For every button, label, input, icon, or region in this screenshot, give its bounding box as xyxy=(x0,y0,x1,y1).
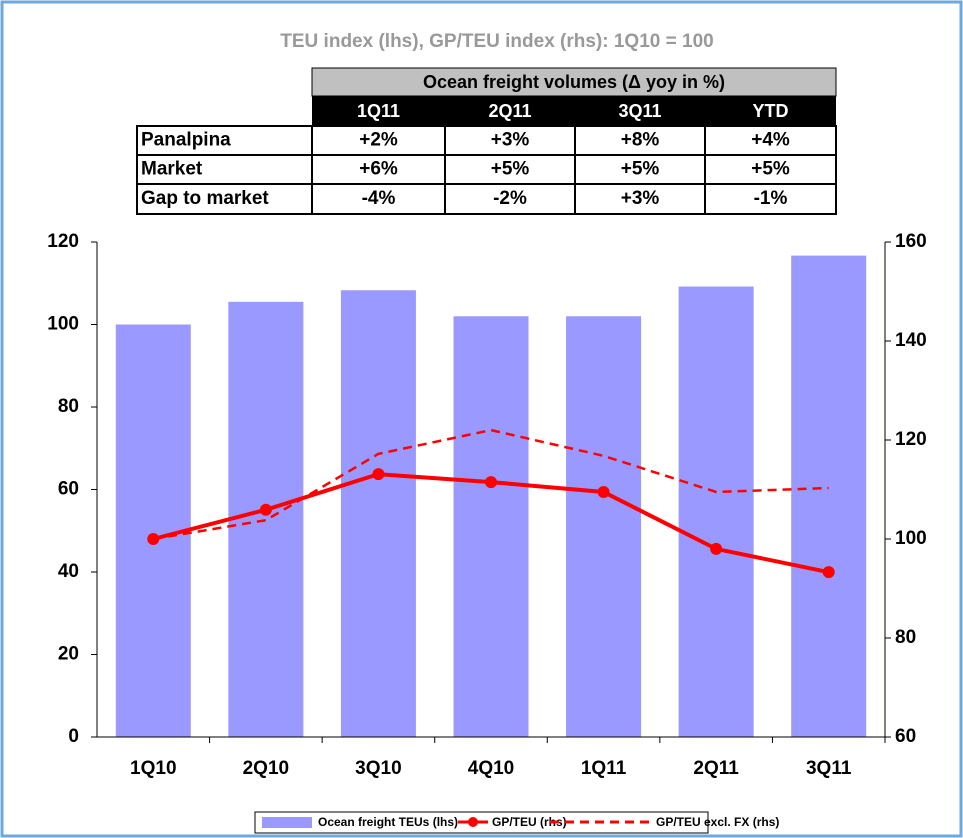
table-cell: +2% xyxy=(359,130,398,151)
y2-tick-label: 160 xyxy=(895,231,927,252)
table-col-header: 3Q11 xyxy=(618,101,661,121)
bar xyxy=(678,286,754,737)
table-row-label: Market xyxy=(141,159,203,180)
x-tick-label: 2Q10 xyxy=(243,758,289,779)
table-col-header: 1Q11 xyxy=(357,101,400,121)
marker xyxy=(710,542,723,555)
y2-tick-label: 80 xyxy=(895,627,916,648)
table-row-label: Panalpina xyxy=(141,130,231,151)
table-cell: +3% xyxy=(491,130,530,151)
legend-swatch xyxy=(262,817,312,828)
bar xyxy=(791,255,867,738)
x-tick-label: 1Q11 xyxy=(581,758,627,779)
marker xyxy=(485,476,497,489)
legend-label: Ocean freight TEUs (lhs) xyxy=(318,815,458,829)
table-col-header: YTD xyxy=(753,101,789,121)
table-cell: -1% xyxy=(754,188,788,209)
table-cell: +3% xyxy=(621,188,660,209)
table-cell: -2% xyxy=(493,188,527,209)
marker xyxy=(372,468,385,481)
table-cell: +8% xyxy=(621,130,660,151)
table-cell: +6% xyxy=(359,159,398,180)
marker xyxy=(259,503,272,516)
y-tick-label: 120 xyxy=(47,231,79,252)
table-cell: -4% xyxy=(362,188,396,209)
y2-tick-label: 140 xyxy=(895,330,927,351)
y-tick-label: 100 xyxy=(47,314,79,335)
table-cell: +4% xyxy=(751,130,790,151)
table-row-label: Gap to market xyxy=(141,188,269,209)
y-tick-label: 40 xyxy=(58,561,79,582)
table-col-header: 2Q11 xyxy=(488,101,531,121)
y-tick-label: 60 xyxy=(58,479,79,500)
y-tick-label: 0 xyxy=(68,726,79,747)
x-tick-label: 3Q10 xyxy=(355,758,401,779)
y-tick-label: 80 xyxy=(58,396,79,417)
legend-marker xyxy=(468,817,478,827)
table-cell: +5% xyxy=(751,159,790,180)
bar xyxy=(453,316,529,737)
marker xyxy=(597,485,610,498)
bar xyxy=(566,316,642,737)
bar xyxy=(340,290,416,737)
table-col-bg xyxy=(312,96,836,126)
marker xyxy=(822,566,835,579)
x-tick-label: 3Q11 xyxy=(806,758,852,779)
chart-title: TEU index (lhs), GP/TEU index (rhs): 1Q1… xyxy=(280,31,713,52)
y2-tick-label: 120 xyxy=(895,429,927,450)
x-tick-label: 2Q11 xyxy=(693,758,739,779)
dashed-line xyxy=(153,428,829,541)
table-cell: +5% xyxy=(491,159,530,180)
table-cell: +5% xyxy=(621,159,660,180)
legend-label: GP/TEU (rhs) xyxy=(492,815,567,829)
y2-tick-label: 60 xyxy=(895,726,916,747)
x-tick-label: 1Q10 xyxy=(130,758,176,779)
y-tick-label: 20 xyxy=(58,644,79,665)
y2-tick-label: 100 xyxy=(895,528,927,549)
bar xyxy=(228,301,304,737)
legend-label: GP/TEU excl. FX (rhs) xyxy=(656,815,779,829)
x-tick-label: 4Q10 xyxy=(468,758,514,779)
table-title: Ocean freight volumes (Δ yoy in %) xyxy=(423,72,725,92)
table-header-bg xyxy=(311,67,837,97)
